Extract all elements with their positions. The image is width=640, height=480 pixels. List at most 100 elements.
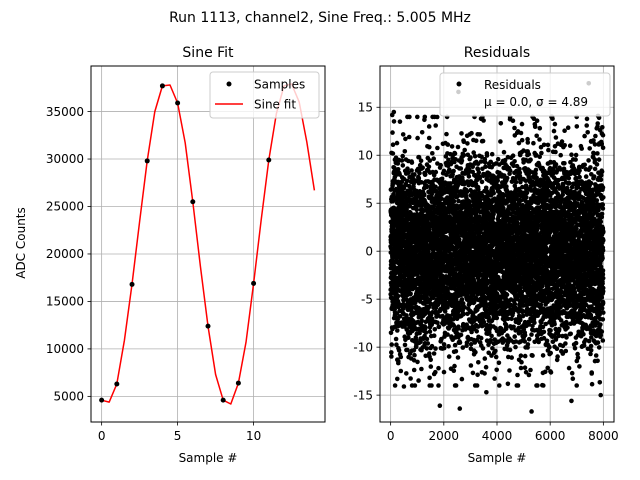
residual-point — [402, 149, 408, 154]
residual-point — [412, 172, 417, 177]
residual-point — [458, 332, 464, 338]
residual-point — [456, 326, 461, 331]
residual-point — [434, 114, 440, 120]
residual-point — [423, 330, 429, 335]
residual-point — [489, 333, 494, 339]
residual-point — [512, 125, 517, 131]
residual-point — [400, 163, 406, 168]
residual-point — [407, 114, 412, 120]
residual-point — [403, 136, 408, 142]
residual-point — [480, 346, 486, 351]
residual-point — [473, 349, 478, 355]
residual-point — [439, 176, 445, 182]
residual-point — [423, 325, 428, 330]
residual-point — [503, 324, 509, 330]
residual-point — [459, 376, 465, 382]
residual-point — [493, 354, 499, 360]
residual-point — [388, 330, 394, 336]
residual-point — [515, 372, 520, 378]
residual-point — [468, 155, 473, 160]
residual-point — [455, 144, 461, 150]
sample-point — [220, 397, 226, 403]
residual-point — [411, 367, 417, 373]
sample-point — [251, 280, 257, 286]
residual-point — [462, 147, 468, 153]
residual-point — [396, 360, 401, 366]
legend-samples-marker — [226, 81, 232, 87]
residual-point — [510, 153, 516, 158]
sine-fit-ytick-label: 35000 — [46, 105, 84, 119]
sine-fit-ytick-label: 25000 — [46, 200, 84, 214]
residual-point — [497, 383, 502, 388]
residual-point — [446, 344, 451, 349]
residual-point — [435, 320, 440, 326]
residual-point — [474, 329, 480, 334]
residual-point — [405, 306, 411, 312]
residual-point — [469, 130, 474, 136]
residual-point — [442, 309, 448, 314]
residual-point — [452, 151, 458, 156]
residual-point — [470, 370, 476, 376]
residual-point — [427, 329, 433, 334]
residual-point — [431, 333, 437, 339]
sine-fit-ytick-label: 10000 — [46, 342, 84, 356]
residual-point — [504, 184, 509, 189]
sine-fit-ytick-label: 20000 — [46, 247, 84, 261]
sample-point — [144, 158, 150, 164]
residual-point — [411, 348, 417, 353]
residual-point — [460, 301, 466, 306]
residual-point — [476, 170, 482, 175]
residual-point — [427, 158, 433, 163]
residual-point — [459, 158, 465, 163]
residual-point — [457, 237, 462, 242]
residual-point — [482, 356, 488, 361]
residual-point — [419, 318, 425, 324]
residual-point — [445, 142, 451, 147]
residual-point — [433, 123, 439, 128]
residual-point — [484, 153, 490, 158]
residual-point — [391, 192, 396, 197]
residual-point — [451, 168, 456, 174]
residual-point — [433, 169, 439, 175]
residuals-xlabel: Sample # — [468, 451, 527, 465]
residual-point — [406, 170, 411, 175]
residual-point — [422, 114, 428, 120]
residual-point — [498, 139, 503, 144]
residual-point — [475, 372, 480, 378]
residual-point — [394, 140, 400, 146]
residual-point — [404, 207, 409, 212]
residual-point — [428, 357, 434, 363]
residual-point — [483, 164, 488, 169]
residual-point — [441, 168, 447, 174]
residual-point — [425, 341, 431, 346]
residual-point — [465, 141, 470, 146]
residual-point — [395, 293, 401, 299]
figure-suptitle: Run 1113, channel2, Sine Freq.: 5.005 MH… — [169, 10, 471, 26]
residual-point — [483, 364, 489, 370]
residual-point — [395, 167, 401, 172]
residuals-plot-area — [388, 80, 606, 414]
residual-point — [408, 376, 413, 381]
residual-point — [507, 168, 513, 174]
residual-point — [394, 342, 399, 348]
residual-point — [515, 383, 521, 388]
residual-point — [509, 355, 514, 360]
residual-point — [507, 347, 513, 353]
residual-point — [433, 369, 438, 375]
residual-point — [393, 172, 399, 178]
residual-point — [479, 179, 485, 185]
residual-point — [482, 159, 488, 165]
residual-point — [416, 378, 421, 383]
residual-point — [507, 368, 512, 373]
residual-point — [512, 334, 517, 339]
residual-point — [390, 142, 396, 147]
sine-fit-ylabel: ADC Counts — [14, 207, 28, 279]
residual-point — [389, 342, 395, 347]
residual-point — [412, 352, 417, 358]
residual-point — [426, 164, 432, 170]
residual-point — [426, 135, 432, 141]
residual-point — [438, 162, 444, 168]
residual-point — [391, 119, 397, 124]
residual-point — [397, 172, 402, 177]
residual-point — [398, 354, 404, 360]
